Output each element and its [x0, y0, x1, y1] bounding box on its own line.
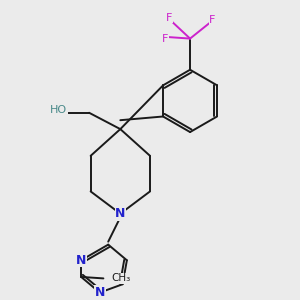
Text: N: N — [94, 286, 105, 299]
Text: CH₃: CH₃ — [112, 273, 131, 284]
Text: N: N — [76, 254, 86, 267]
Text: HO: HO — [50, 105, 68, 116]
Text: F: F — [162, 34, 168, 44]
Text: F: F — [209, 15, 215, 25]
Text: F: F — [166, 13, 172, 23]
Text: N: N — [115, 207, 125, 220]
